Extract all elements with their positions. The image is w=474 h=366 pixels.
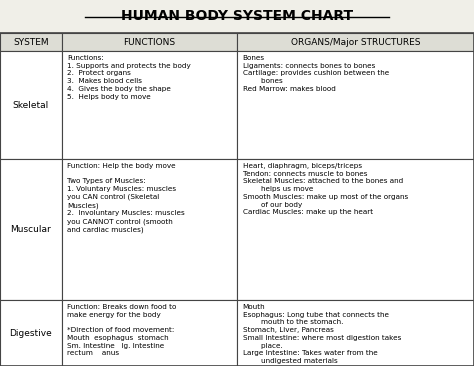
Text: Heart, diaphragm, biceps/triceps
Tendon: connects muscle to bones
Skeletal Muscl: Heart, diaphragm, biceps/triceps Tendon:…: [243, 163, 408, 215]
Text: Muscular: Muscular: [10, 225, 51, 234]
Bar: [237, 300, 474, 366]
Text: Function: Breaks down food to
make energy for the body

*Direction of food movem: Function: Breaks down food to make energ…: [67, 304, 186, 366]
Bar: [62, 51, 237, 159]
Text: SYSTEM: SYSTEM: [13, 38, 49, 46]
Text: ORGANS/Major STRUCTURES: ORGANS/Major STRUCTURES: [291, 38, 420, 46]
Bar: [0, 159, 62, 300]
Text: Skeletal: Skeletal: [13, 101, 49, 110]
Bar: [62, 159, 237, 300]
Text: Function: Help the body move

Two Types of Muscles:
1. Voluntary Muscles: muscle: Function: Help the body move Two Types o…: [67, 163, 185, 233]
Bar: [237, 159, 474, 300]
Bar: [237, 51, 474, 159]
Bar: [0, 33, 62, 51]
Text: Bones
Ligaments: connects bones to bones
Cartilage: provides cushion between the: Bones Ligaments: connects bones to bones…: [243, 55, 389, 92]
Text: Digestive: Digestive: [9, 329, 52, 337]
Text: Functions:
1. Supports and protects the body
2.  Protect organs
3.  Makes blood : Functions: 1. Supports and protects the …: [67, 55, 191, 100]
Bar: [62, 300, 237, 366]
Text: HUMAN BODY SYSTEM CHART: HUMAN BODY SYSTEM CHART: [121, 9, 353, 23]
Bar: [0, 300, 62, 366]
Text: FUNCTIONS: FUNCTIONS: [123, 38, 175, 46]
Bar: [62, 33, 237, 51]
Text: Mouth
Esophagus: Long tube that connects the
        mouth to the stomach.
Stoma: Mouth Esophagus: Long tube that connects…: [243, 304, 401, 366]
Bar: [237, 33, 474, 51]
Bar: [0, 51, 62, 159]
